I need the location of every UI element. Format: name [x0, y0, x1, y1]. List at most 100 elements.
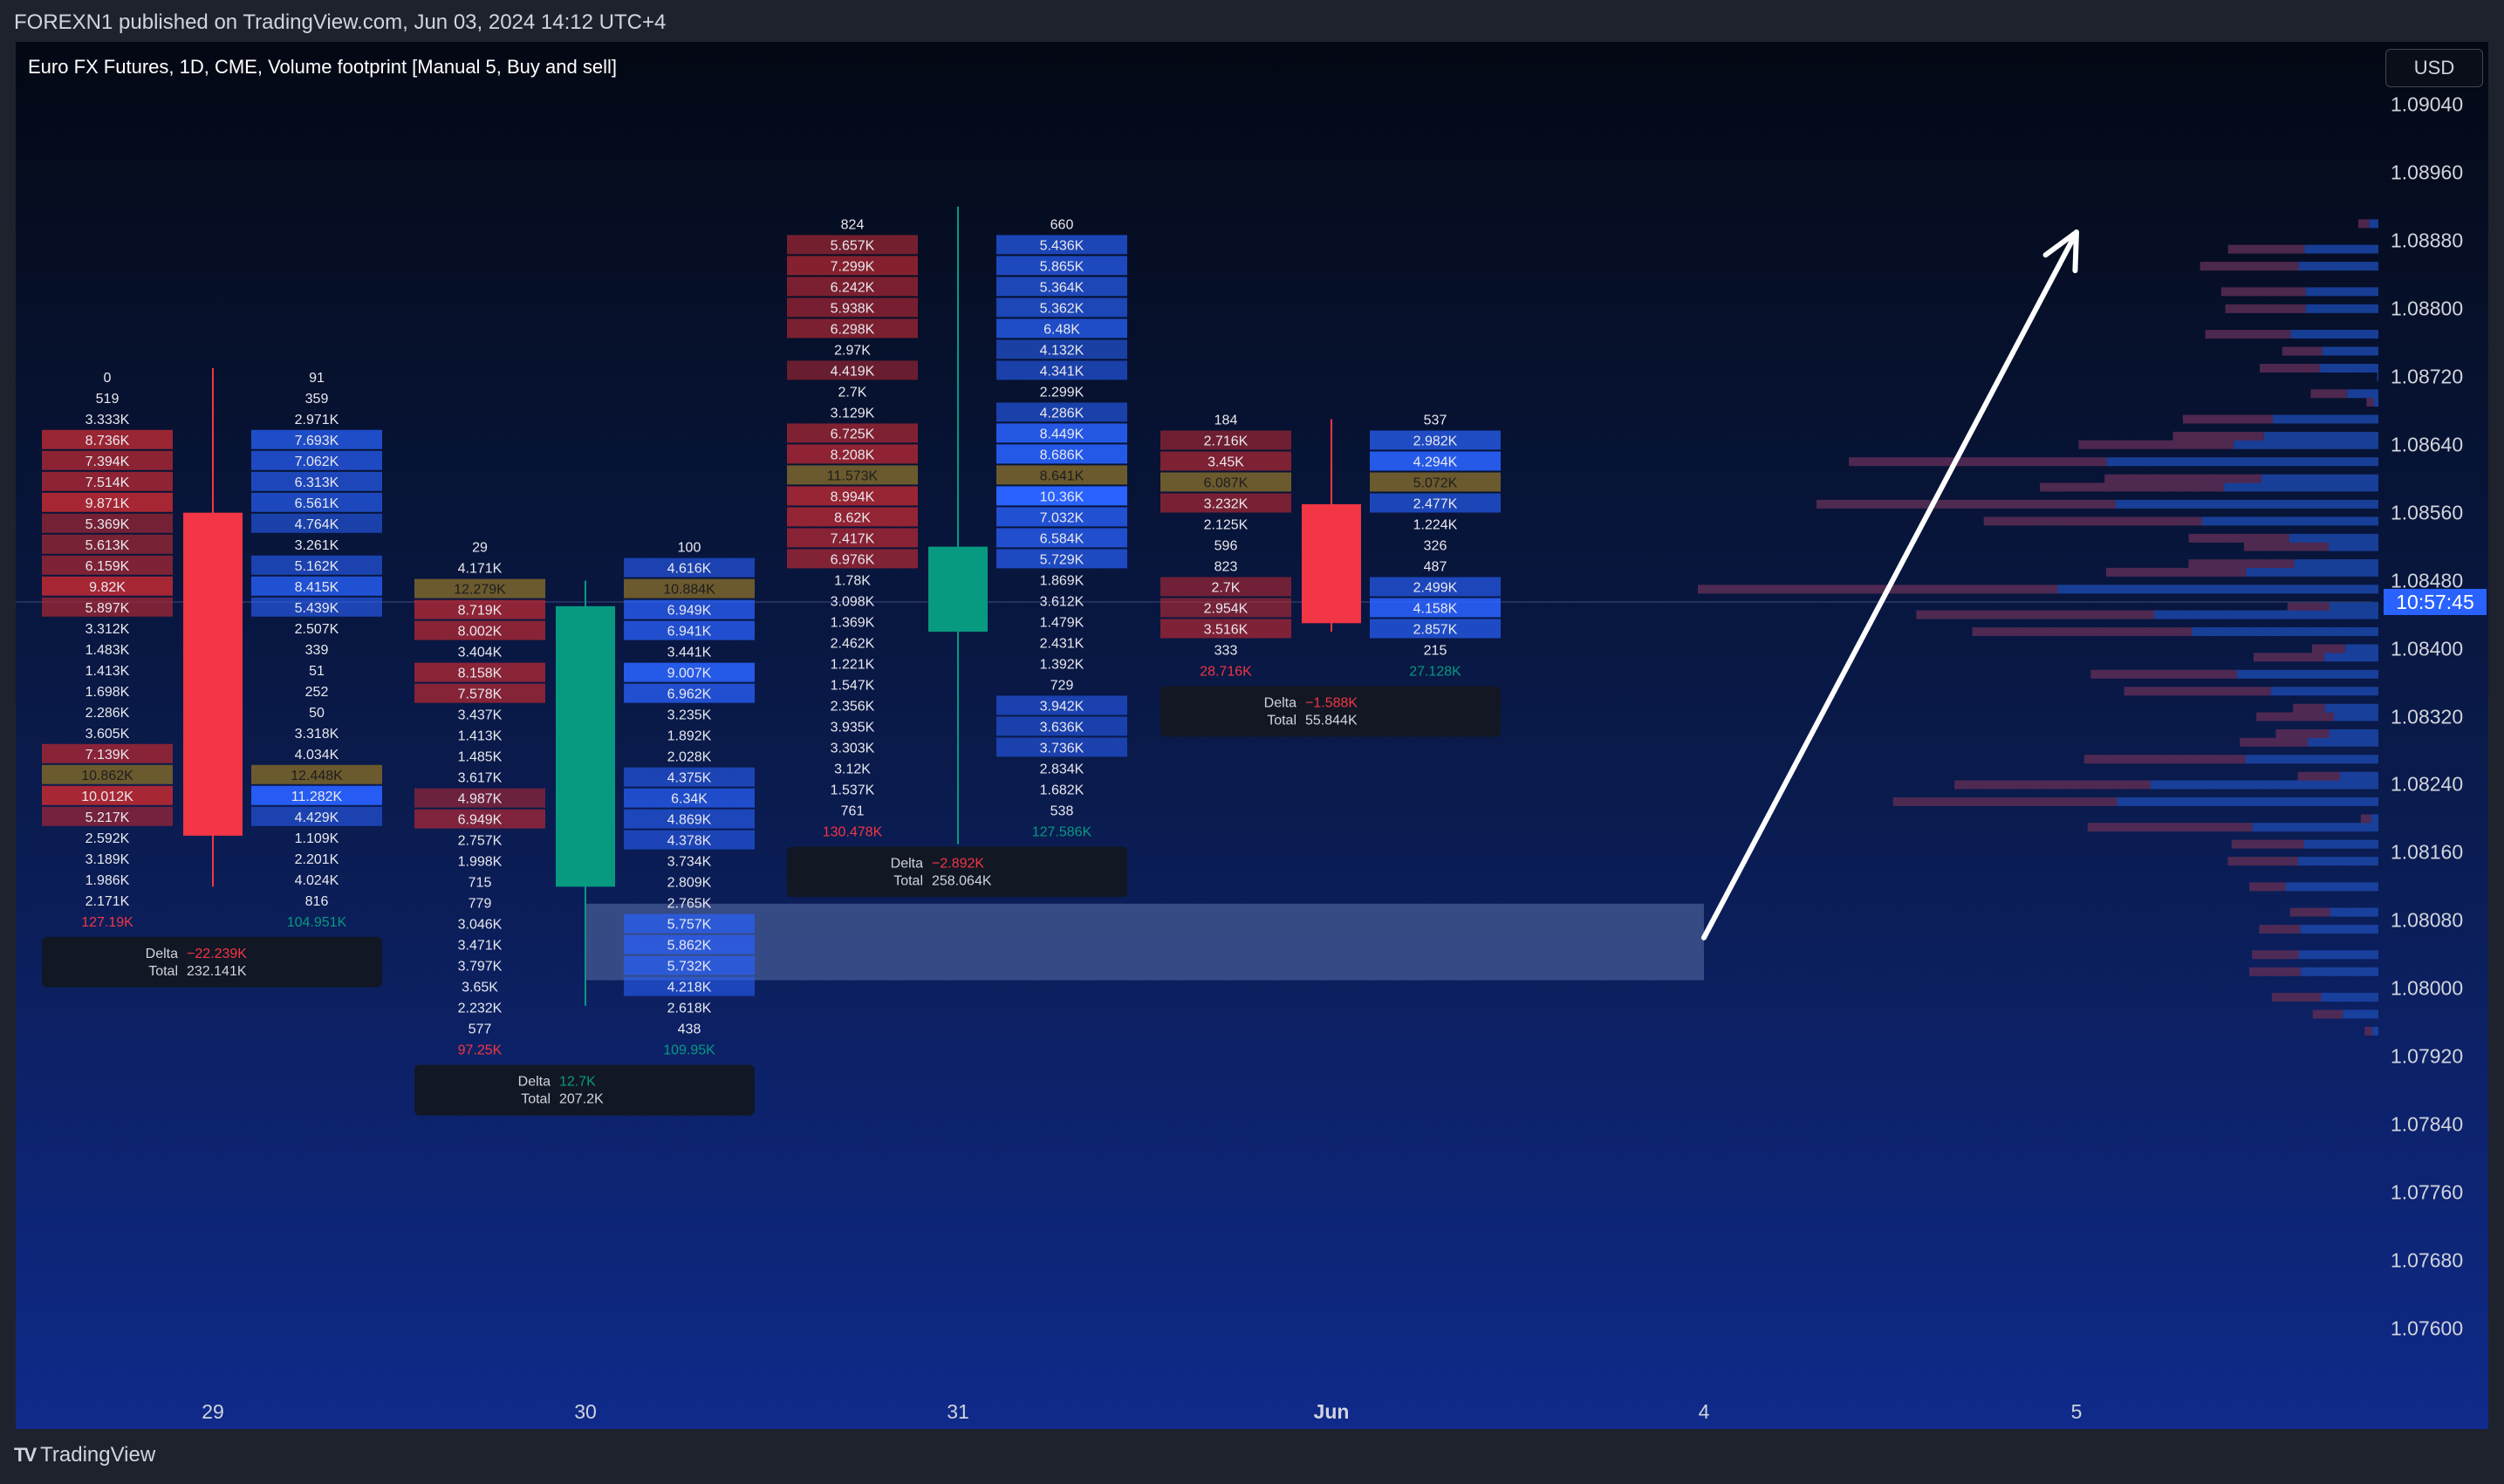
footprint-sell-value: 0 — [104, 371, 112, 386]
footprint-sell-value: 184 — [1214, 413, 1238, 427]
footprint-sell-value: 519 — [96, 392, 120, 407]
footprint-buy-value: 1.682K — [1040, 783, 1084, 797]
arrow-line[interactable] — [1701, 229, 2079, 940]
time-tick-label: 5 — [2070, 1400, 2083, 1423]
chart-canvas[interactable]: 0 91 519 359 3.333K 2.971K 8.736K 7.693K 7.394K 7… — [16, 42, 2488, 1429]
footprint-sell-cell — [1160, 598, 1291, 618]
footprint-buy-value: 4.869K — [667, 813, 712, 828]
footprint-sell-value: 7.514K — [86, 475, 130, 490]
footprint-sell-value: 8.158K — [458, 667, 503, 681]
volume-profile-sell-bar — [1916, 610, 2155, 619]
footprint-buy-value: 2.028K — [667, 750, 712, 765]
footprint-sell-value: 2.7K — [838, 385, 867, 400]
delta-label: Delta — [1264, 695, 1296, 710]
total-label: Total — [521, 1092, 551, 1107]
footprint-buy-value: 4.375K — [667, 771, 712, 786]
volume-profile-buy-bar — [2377, 372, 2378, 381]
footprint-buy-value: 5.439K — [295, 601, 339, 616]
volume-profile-buy-bar — [2270, 687, 2378, 696]
footprint-sell-value: 3.797K — [458, 960, 503, 975]
footprint-sell-cell — [414, 788, 545, 808]
volume-profile-sell-bar — [2104, 474, 2261, 483]
volume-profile-buy-bar — [2106, 457, 2378, 467]
footprint-buy-value: 215 — [1424, 643, 1447, 658]
volume-profile-sell-bar — [2105, 567, 2247, 577]
volume-profile-buy-bar — [2305, 304, 2378, 313]
footprint-sell-value: 2.356K — [831, 699, 875, 714]
footprint-buy-value: 2.299K — [1040, 385, 1084, 400]
footprint-sell-value: 2.232K — [458, 1002, 503, 1016]
volume-profile-buy-bar — [2334, 712, 2378, 721]
volume-profile-buy-bar — [2288, 533, 2378, 543]
footprint-buy-cell — [996, 444, 1127, 464]
volume-profile-sell-bar — [2231, 839, 2304, 849]
footprint-buy-cell — [251, 450, 382, 470]
footprint-sell-value: 3.516K — [1204, 622, 1249, 637]
volume-profile-sell-bar — [2293, 703, 2325, 713]
footprint-sell-value: 2.7K — [1212, 580, 1241, 595]
footprint-buy-cell — [624, 620, 755, 640]
footprint-buy-cell — [996, 549, 1127, 569]
footprint-sell-cell — [787, 528, 918, 548]
footprint-sell-value: 2.97K — [834, 343, 871, 358]
footprint-sell-cell — [42, 597, 173, 617]
delta-value: −22.239K — [187, 947, 247, 961]
footprint-buy-value: 3.736K — [1040, 741, 1084, 756]
volume-profile-buy-bar — [2246, 567, 2378, 577]
tradingview-branding[interactable]: TV TradingView — [14, 1443, 155, 1467]
footprint-buy-total: 104.951K — [287, 915, 347, 930]
footprint-buy-value: 6.949K — [667, 604, 712, 619]
footprint-buy-value: 326 — [1424, 538, 1447, 553]
footprint-buy-value: 2.834K — [1040, 762, 1084, 776]
footprint-buy-value: 8.415K — [295, 580, 339, 595]
footprint-sell-value: 5.897K — [86, 601, 130, 616]
chart-panel[interactable]: 0 91 519 359 3.333K 2.971K 8.736K 7.693K 7.394K 7… — [16, 42, 2488, 1429]
footprint-cells: 0 91 519 359 3.333K 2.971K 8.736K 7.693K 7.394K 7… — [42, 217, 1501, 1116]
footprint-sell-cell — [414, 599, 545, 619]
volume-profile-sell-bar — [2312, 1009, 2343, 1019]
footprint-buy-value: 3.261K — [295, 538, 339, 553]
footprint-sell-cell — [1160, 472, 1291, 492]
volume-profile-sell-bar — [1849, 457, 2107, 467]
zone-annotation[interactable] — [585, 903, 1704, 981]
volume-profile-buy-bar — [2273, 414, 2378, 424]
footprint-buy-value: 50 — [309, 706, 325, 721]
trend-arrow[interactable] — [1701, 229, 2079, 940]
footprint-sell-cell — [414, 620, 545, 640]
volume-profile-sell-bar — [2249, 967, 2302, 976]
volume-profile-sell-bar — [2271, 993, 2322, 1002]
footprint-sell-value: 12.279K — [454, 583, 506, 598]
footprint-sell-value: 11.573K — [827, 468, 879, 483]
footprint-sell-cell — [42, 513, 173, 533]
arrow-head-icon[interactable] — [2042, 229, 2079, 274]
volume-profile-sell-bar — [2312, 644, 2346, 653]
footprint-buy-cell — [624, 809, 755, 829]
volume-profile-buy-bar — [2245, 755, 2378, 764]
footprint-sell-value: 7.578K — [458, 687, 503, 702]
price-tick-label: 1.08240 — [2391, 772, 2464, 796]
price-tick-label: 1.08720 — [2391, 365, 2464, 388]
price-tick-label: 1.08800 — [2391, 297, 2464, 320]
footprint-sell-cell — [787, 318, 918, 339]
footprint-sell-value: 3.45K — [1208, 455, 1244, 469]
footprint-sell-cell — [42, 576, 173, 596]
volume-profile-buy-bar — [2330, 907, 2378, 917]
volume-profile-sell-bar — [2360, 814, 2371, 824]
footprint-buy-value: 1.392K — [1040, 657, 1084, 672]
volume-profile-buy-bar — [2117, 797, 2378, 806]
footprint-sell-cell — [787, 423, 918, 443]
footprint-buy-cell — [1370, 619, 1501, 639]
footprint-buy-cell — [624, 557, 755, 578]
volume-profile-sell-bar — [2364, 1026, 2373, 1036]
delta-label: Delta — [891, 856, 923, 871]
volume-profile-buy-bar — [2328, 542, 2378, 551]
footprint-buy-value: 4.764K — [295, 517, 339, 532]
footprint-sell-value: 3.404K — [458, 646, 503, 660]
footprint-buy-value: 11.282K — [291, 790, 343, 804]
volume-profile-buy-bar — [2057, 585, 2378, 594]
footprint-buy-value: 4.616K — [667, 562, 712, 577]
currency-button[interactable]: USD — [2385, 49, 2483, 87]
footprint-sell-value: 3.232K — [1204, 496, 1249, 511]
support-zone-rectangle[interactable] — [585, 903, 1704, 981]
price-tick-label: 1.08000 — [2391, 976, 2464, 1000]
